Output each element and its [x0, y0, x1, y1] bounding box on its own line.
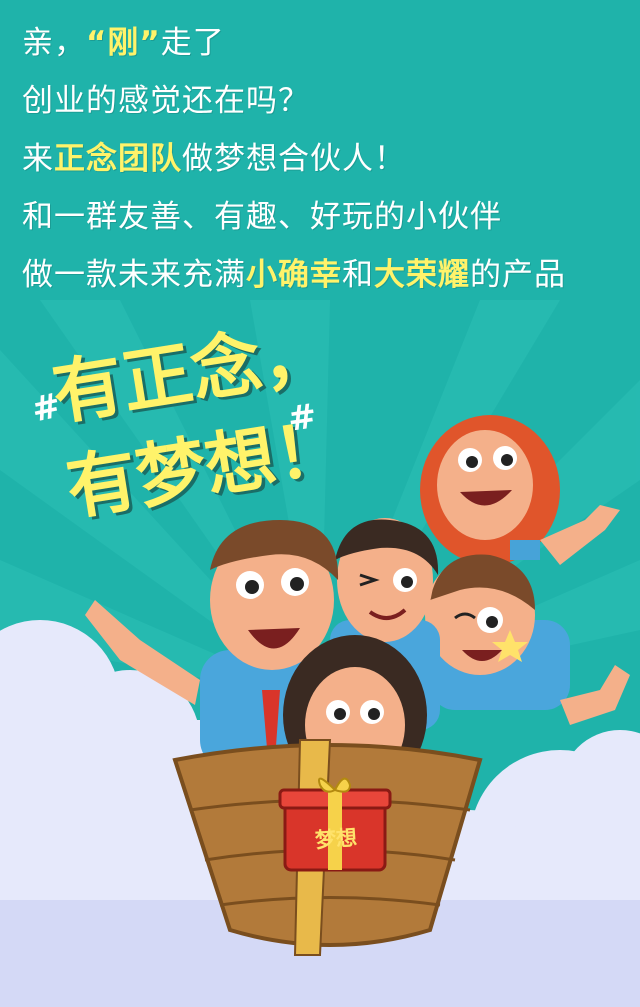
intro-line-1-after: 走了 [160, 25, 225, 61]
intro-line-3-highlight: 正念团队 [54, 141, 182, 177]
gift-label: 梦想 [314, 825, 358, 853]
gift-box [278, 777, 392, 872]
intro-line-3-after: 做梦想合伙人！ [182, 141, 406, 177]
intro-line-5-before: 做一款未来充满 [22, 257, 246, 293]
intro-line-5-highlight-1: 小确幸 [246, 257, 342, 293]
intro-line-5-middle: 和 [342, 257, 374, 293]
intro-line-2: 创业的感觉还在吗？ [22, 83, 310, 119]
intro-line-3-before: 来 [22, 141, 54, 177]
intro-line-1-highlight: “刚” [86, 25, 161, 61]
intro-line-1-before: 亲， [22, 25, 86, 61]
intro-line-5-after: 的产品 [470, 257, 566, 293]
intro-line-3: 来正念团队做梦想合伙人！ [22, 130, 632, 188]
intro-line-5-highlight-2: 大荣耀 [374, 257, 470, 293]
intro-line-4: 和一群友善、有趣、好玩的小伙伴 [22, 199, 502, 235]
sparkle-icon [492, 630, 528, 662]
intro-line-5: 做一款未来充满小确幸和大荣耀的产品 [22, 246, 632, 304]
intro-line-1: 亲，“刚”走了 [22, 14, 632, 72]
hash-icon-right: # [285, 396, 320, 440]
intro-text: 亲，“刚”走了 创业的感觉还在吗？ 来正念团队做梦想合伙人！ 和一群友善、有趣、… [22, 14, 632, 304]
character-woman-red-hair [420, 415, 620, 565]
